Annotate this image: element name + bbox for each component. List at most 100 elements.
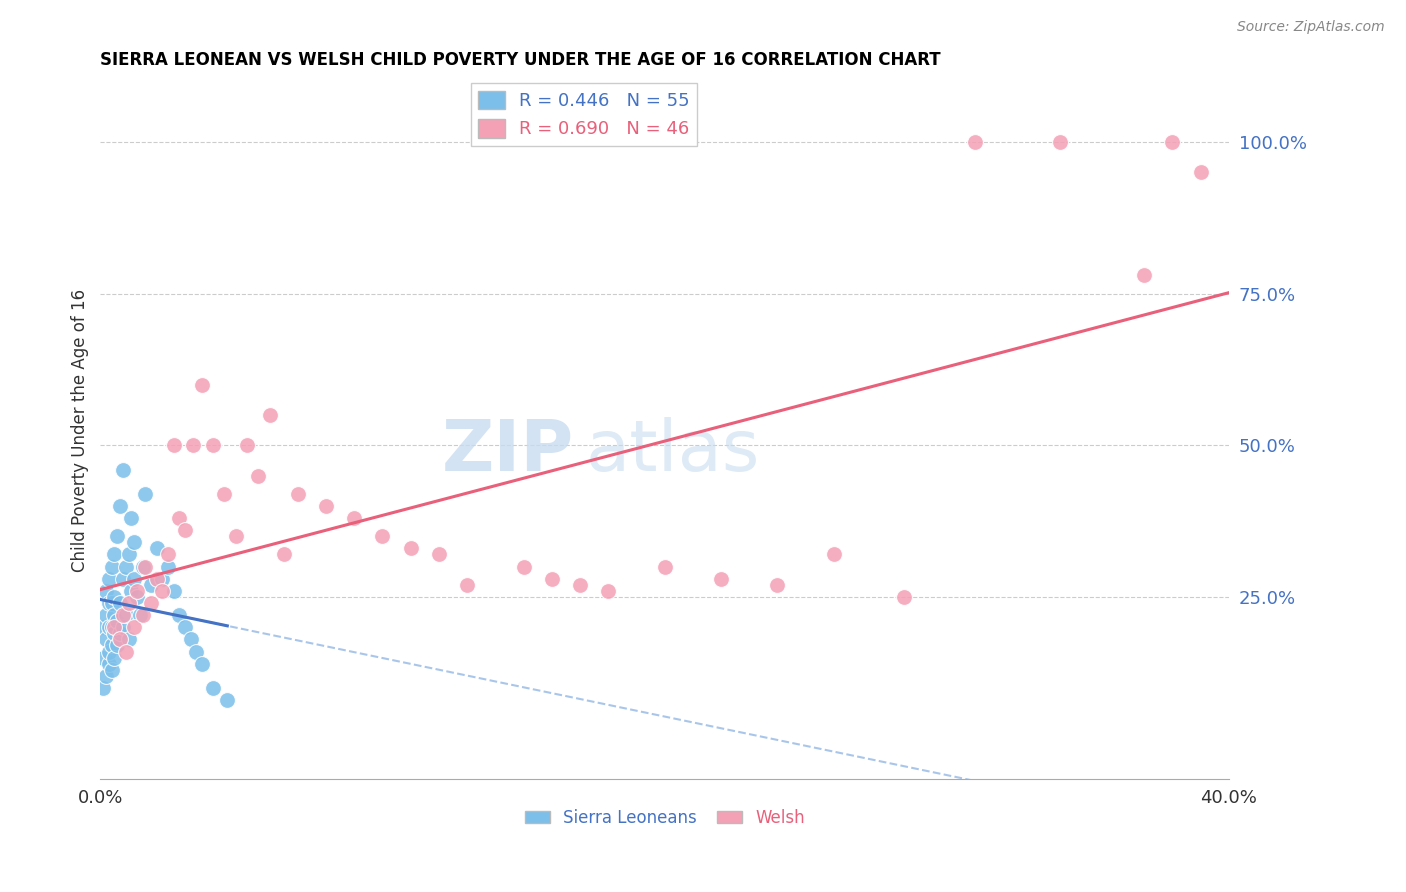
Point xyxy=(108,632,131,647)
Point xyxy=(94,583,117,598)
Point xyxy=(100,559,122,574)
Point xyxy=(174,523,197,537)
Point xyxy=(512,559,534,574)
Point xyxy=(598,583,620,598)
Point xyxy=(893,590,915,604)
Point xyxy=(105,529,128,543)
Point xyxy=(117,548,139,562)
Point xyxy=(103,650,125,665)
Point xyxy=(139,578,162,592)
Point xyxy=(131,608,153,623)
Point xyxy=(163,583,186,598)
Point xyxy=(134,487,156,501)
Point xyxy=(287,487,309,501)
Point xyxy=(169,511,191,525)
Point xyxy=(183,438,205,452)
Point xyxy=(1189,165,1212,179)
Point xyxy=(117,596,139,610)
Point xyxy=(114,644,136,658)
Point xyxy=(100,663,122,677)
Point xyxy=(108,499,131,513)
Point xyxy=(108,596,131,610)
Point xyxy=(120,511,142,525)
Legend: Sierra Leoneans, Welsh: Sierra Leoneans, Welsh xyxy=(517,802,811,833)
Point xyxy=(163,438,186,452)
Point xyxy=(569,578,592,592)
Point xyxy=(100,596,122,610)
Point xyxy=(1049,135,1071,149)
Point xyxy=(117,632,139,647)
Point xyxy=(111,608,134,623)
Point xyxy=(157,548,180,562)
Point xyxy=(91,650,114,665)
Point xyxy=(654,559,676,574)
Point xyxy=(456,578,478,592)
Point xyxy=(91,681,114,695)
Point xyxy=(427,548,450,562)
Point xyxy=(103,608,125,623)
Point xyxy=(540,572,562,586)
Point xyxy=(259,408,281,422)
Point xyxy=(202,438,225,452)
Point xyxy=(214,487,236,501)
Point xyxy=(157,559,180,574)
Point xyxy=(97,644,120,658)
Point xyxy=(186,644,208,658)
Point xyxy=(97,657,120,671)
Point xyxy=(766,578,789,592)
Point xyxy=(114,559,136,574)
Point xyxy=(103,620,125,634)
Point xyxy=(94,608,117,623)
Point xyxy=(125,583,148,598)
Point xyxy=(963,135,986,149)
Point xyxy=(174,620,197,634)
Point xyxy=(103,548,125,562)
Point xyxy=(105,639,128,653)
Point xyxy=(103,626,125,640)
Point xyxy=(152,572,174,586)
Point xyxy=(343,511,366,525)
Point xyxy=(111,462,134,476)
Point xyxy=(114,608,136,623)
Point xyxy=(236,438,259,452)
Point xyxy=(108,626,131,640)
Point xyxy=(97,596,120,610)
Point xyxy=(111,620,134,634)
Point xyxy=(97,620,120,634)
Point xyxy=(146,572,169,586)
Point xyxy=(169,608,191,623)
Text: Source: ZipAtlas.com: Source: ZipAtlas.com xyxy=(1237,20,1385,34)
Point xyxy=(94,632,117,647)
Point xyxy=(131,559,153,574)
Point xyxy=(217,693,239,707)
Point xyxy=(273,548,295,562)
Text: atlas: atlas xyxy=(586,417,761,485)
Point xyxy=(191,377,214,392)
Point xyxy=(122,620,145,634)
Text: SIERRA LEONEAN VS WELSH CHILD POVERTY UNDER THE AGE OF 16 CORRELATION CHART: SIERRA LEONEAN VS WELSH CHILD POVERTY UN… xyxy=(100,51,941,69)
Point xyxy=(139,596,162,610)
Point xyxy=(202,681,225,695)
Point xyxy=(399,541,422,556)
Text: ZIP: ZIP xyxy=(441,417,574,485)
Point xyxy=(111,572,134,586)
Point xyxy=(122,535,145,549)
Point xyxy=(180,632,202,647)
Point xyxy=(105,614,128,628)
Point xyxy=(823,548,845,562)
Point xyxy=(91,620,114,634)
Point xyxy=(128,608,150,623)
Point xyxy=(315,499,337,513)
Point xyxy=(371,529,394,543)
Point xyxy=(100,639,122,653)
Point xyxy=(103,590,125,604)
Point xyxy=(125,590,148,604)
Point xyxy=(247,468,270,483)
Y-axis label: Child Poverty Under the Age of 16: Child Poverty Under the Age of 16 xyxy=(72,289,89,572)
Point xyxy=(191,657,214,671)
Point xyxy=(97,572,120,586)
Point xyxy=(120,583,142,598)
Point xyxy=(94,669,117,683)
Point xyxy=(710,572,733,586)
Point xyxy=(100,620,122,634)
